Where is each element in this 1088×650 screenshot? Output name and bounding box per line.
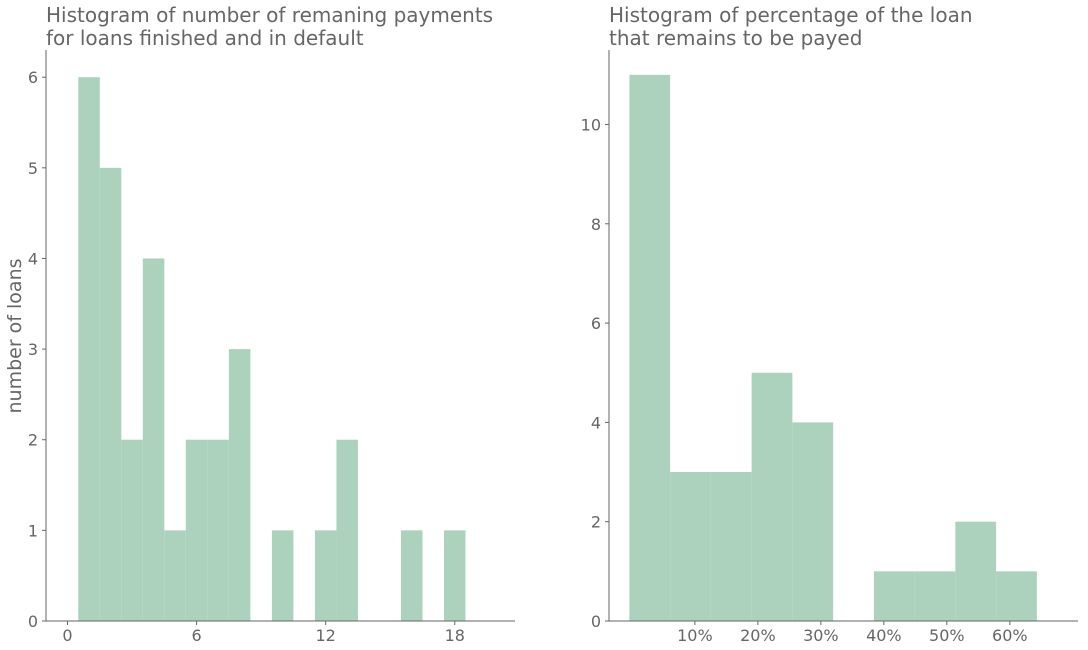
- chart-2-y-tick-label-6: 10: [581, 115, 601, 134]
- chart-2-bar-7: [873, 571, 915, 621]
- chart-1-bar-16: [400, 530, 423, 621]
- right-chart-title-line-2: that remains to be payed: [609, 26, 862, 50]
- chart-1-y-tick-label-6: 5: [28, 159, 38, 178]
- right-chart-title-line-1: Histogram of percentage of the loan: [609, 3, 973, 27]
- chart-1-y-tick-label-1: 0: [28, 612, 38, 631]
- chart-2-bar-3: [710, 472, 752, 621]
- chart-2-bar-10: [996, 571, 1037, 621]
- chart-1-y-tick-label-7: 6: [28, 68, 38, 87]
- chart-1-bar-3: [121, 439, 143, 621]
- right-histogram-panel: Histogram of percentage of the loan that…: [581, 3, 1078, 645]
- chart-1-bar-13: [336, 439, 358, 621]
- chart-1-bar-18: [444, 530, 466, 621]
- chart-2-y-tick-label-3: 4: [591, 413, 601, 432]
- chart-2-bar-8: [914, 571, 956, 621]
- chart-2-y-tick-label-5: 8: [591, 215, 601, 234]
- left-y-axis-label: number of loans: [4, 258, 26, 413]
- chart-1-bar-7: [207, 439, 229, 621]
- left-bars-group: [78, 77, 466, 621]
- chart-1-bar-2: [99, 167, 122, 621]
- chart-1-y-tick-label-3: 2: [28, 431, 38, 450]
- chart-2-x-tick-label-1: 10%: [677, 626, 713, 645]
- left-histogram-panel: Histogram of number of remaning payments…: [4, 3, 515, 645]
- chart-2-x-tick-label-6: 60%: [992, 626, 1028, 645]
- chart-2-y-tick-label-4: 6: [591, 314, 601, 333]
- chart-2-bar-9: [955, 521, 997, 621]
- chart-2-bar-1: [629, 74, 671, 621]
- left-chart-title-line-2: for loans finished and in default: [46, 26, 364, 50]
- chart-1-x-tick-label-2: 6: [192, 626, 202, 645]
- chart-2-y-tick-label-2: 2: [591, 513, 601, 532]
- chart-1-bar-6: [185, 439, 208, 621]
- chart-1-x-tick-label-4: 18: [445, 626, 465, 645]
- chart-2-x-tick-label-5: 50%: [929, 626, 965, 645]
- chart-1-y-tick-label-2: 1: [28, 521, 38, 540]
- chart-1-x-tick-label-3: 12: [316, 626, 336, 645]
- chart-1-x-tick-label-1: 0: [62, 626, 72, 645]
- chart-1-bar-10: [271, 530, 294, 621]
- chart-1-bar-12: [314, 530, 337, 621]
- chart-1-y-tick-label-4: 3: [28, 340, 38, 359]
- chart-1-bar-8: [228, 349, 251, 621]
- chart-2-bar-4: [751, 372, 793, 621]
- left-chart-title-line-1: Histogram of number of remaning payments: [46, 3, 493, 27]
- chart-2-y-tick-label-1: 0: [591, 612, 601, 631]
- chart-1-bar-1: [78, 77, 100, 621]
- chart-2-x-tick-label-4: 40%: [866, 626, 902, 645]
- chart-2-x-tick-label-3: 30%: [803, 626, 839, 645]
- right-bars-group: [629, 74, 1037, 621]
- chart-2-x-tick-label-2: 20%: [740, 626, 776, 645]
- chart-2-bar-5: [792, 422, 834, 621]
- chart-1-y-tick-label-5: 4: [28, 249, 38, 268]
- right-ticks-group: 0 2 4 6 8 10 10% 20% 30% 40% 50% 60%: [581, 115, 1028, 645]
- chart-2-bar-2: [670, 472, 711, 621]
- chart-1-bar-5: [164, 530, 186, 621]
- chart-1-bar-4: [142, 258, 165, 621]
